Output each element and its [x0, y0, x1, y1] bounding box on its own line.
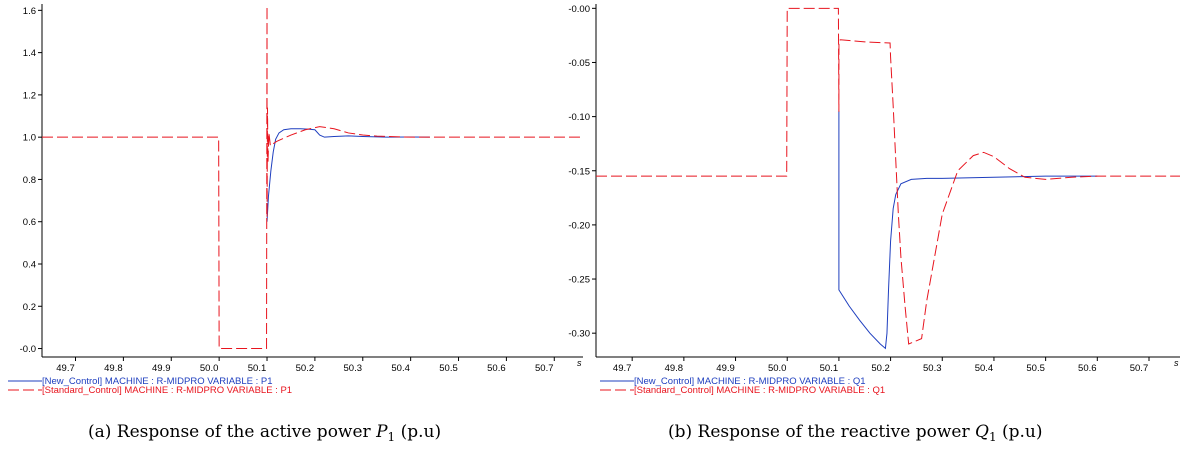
x-tick-label: 49.9 [152, 363, 171, 374]
caption-subscript: 1 [989, 430, 997, 444]
x-tick-label: 50.2 [871, 363, 890, 374]
y-tick-label: 0.4 [23, 259, 36, 270]
y-tick-label: 0.2 [23, 302, 36, 313]
x-tick-label: 49.7 [56, 363, 75, 374]
y-tick-label: 1.6 [23, 6, 36, 17]
y-tick-label: -0.15 [568, 166, 590, 177]
x-tick-label: 49.7 [613, 363, 632, 374]
caption-unit: (p.u) [997, 422, 1043, 442]
caption-text: (b) Response of the reactive power [668, 422, 975, 442]
series-line-new-control [838, 111, 1098, 350]
figure-caption: (a) Response of the active power P1 (p.u… [88, 422, 441, 444]
y-tick-label: 1.4 [23, 48, 36, 59]
x-tick-label: 50.1 [820, 363, 839, 374]
x-tick-label: 50.6 [487, 363, 506, 374]
y-tick-label: -0.20 [568, 220, 590, 231]
x-tick-label: 50.5 [439, 363, 458, 374]
x-tick-label: 50.0 [200, 363, 219, 374]
x-tick-label: 50.0 [768, 363, 787, 374]
legend-label: [New_Control] MACHINE : R-MIDPRO VARIABL… [42, 376, 273, 387]
legend-label: [Standard_Control] MACHINE : R-MIDPRO VA… [42, 385, 292, 396]
panel-active-power: -0.0 0.2 0.4 0.6 0.8 1.0 1.2 1.4 1.6 49.7 49.8 49.9… [8, 4, 583, 444]
x-tick-label: 49.8 [104, 363, 123, 374]
y-tick-label: 1.2 [23, 90, 36, 101]
x-unit-label: s [577, 358, 582, 368]
caption-symbol: Q [975, 422, 989, 442]
x-tick-label: 50.3 [923, 363, 942, 374]
x-tick-label: 50.4 [391, 363, 410, 374]
x-tick-label: 49.9 [716, 363, 735, 374]
x-tick-label: 50.7 [535, 363, 554, 374]
y-tick-label: -0.05 [568, 58, 590, 69]
x-tick-label: 50.6 [1078, 363, 1097, 374]
caption-symbol: P [375, 422, 388, 442]
x-unit-label: s [1174, 358, 1179, 368]
legend-label: [Standard_Control] MACHINE : R-MIDPRO VA… [634, 385, 885, 396]
caption-subscript: 1 [388, 430, 396, 444]
x-tick-label: 49.8 [665, 363, 684, 374]
legend-label: [New_Control] MACHINE : R-MIDPRO VARIABL… [634, 376, 866, 387]
x-tick-label: 50.1 [248, 363, 267, 374]
x-tick-label: 50.7 [1130, 363, 1149, 374]
figure-caption: (b) Response of the reactive power Q1 (p… [668, 422, 1043, 444]
y-tick-label: 0.8 [23, 175, 36, 186]
series-line-standard-control [42, 6, 583, 350]
y-tick-label: 1.0 [23, 133, 36, 144]
panel-reactive-power: -0.00 -0.05 -0.10 -0.15 -0.20 -0.25 -0.30 49.7 4… [568, 4, 1180, 444]
y-tick-label: -0.30 [568, 329, 590, 340]
y-tick-label: -0.00 [568, 4, 590, 15]
x-tick-label: 50.3 [344, 363, 363, 374]
y-tick-label: -0.0 [20, 344, 36, 355]
caption-text: (a) Response of the active power [88, 422, 376, 442]
x-tick-label: 50.2 [296, 363, 315, 374]
series-line-new-control [266, 128, 430, 222]
x-tick-label: 50.4 [975, 363, 994, 374]
series-line-standard-control [596, 7, 1180, 345]
y-tick-label: -0.25 [568, 275, 590, 286]
x-tick-label: 50.5 [1026, 363, 1045, 374]
y-tick-label: 0.6 [23, 217, 36, 228]
y-tick-label: -0.10 [568, 112, 590, 123]
caption-unit: (p.u) [395, 422, 441, 442]
